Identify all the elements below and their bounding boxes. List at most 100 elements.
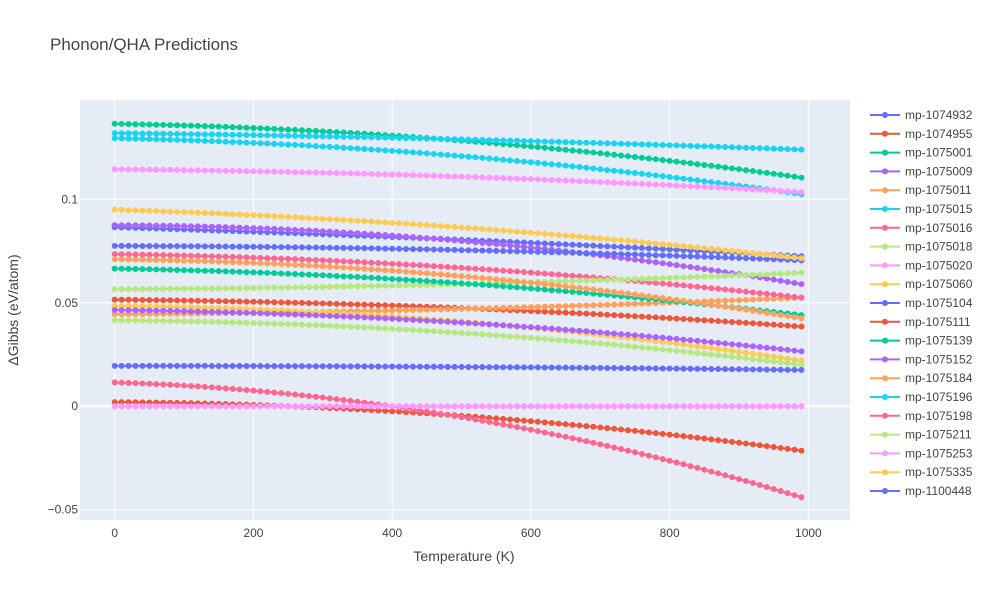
legend-item[interactable]: mp-1075196 bbox=[870, 390, 973, 404]
data-point bbox=[389, 267, 396, 274]
data-point bbox=[264, 212, 271, 219]
data-point bbox=[507, 277, 514, 284]
data-point bbox=[194, 308, 201, 315]
legend-item[interactable]: mp-1075015 bbox=[870, 202, 973, 216]
data-point bbox=[576, 327, 583, 334]
data-point bbox=[340, 258, 347, 265]
data-point bbox=[382, 302, 389, 309]
data-point bbox=[160, 362, 167, 369]
x-tick-label: 0 bbox=[111, 526, 118, 540]
data-point bbox=[403, 282, 410, 289]
data-point bbox=[479, 320, 486, 327]
data-point bbox=[250, 298, 257, 305]
data-point bbox=[742, 296, 749, 303]
legend-item[interactable]: mp-1075104 bbox=[870, 296, 973, 310]
data-point bbox=[562, 278, 569, 285]
legend-item[interactable]: mp-1075139 bbox=[870, 334, 973, 348]
data-point bbox=[278, 244, 285, 251]
data-point bbox=[409, 149, 416, 156]
data-point bbox=[611, 301, 618, 308]
data-point bbox=[278, 213, 285, 220]
data-point bbox=[437, 236, 444, 243]
data-point bbox=[472, 403, 479, 410]
legend-item[interactable]: mp-1075011 bbox=[870, 183, 972, 197]
data-point bbox=[354, 274, 361, 281]
data-point bbox=[756, 351, 763, 358]
legend-item[interactable]: mp-1074932 bbox=[870, 108, 973, 122]
legend-item[interactable]: mp-1075020 bbox=[870, 258, 973, 272]
data-point bbox=[333, 283, 340, 290]
data-point bbox=[701, 466, 708, 473]
legend-item[interactable]: mp-1075335 bbox=[870, 465, 973, 479]
legend-item[interactable]: mp-1075198 bbox=[870, 409, 973, 423]
data-point bbox=[645, 314, 652, 320]
legend-item[interactable]: mp-1075060 bbox=[870, 277, 973, 291]
data-point bbox=[396, 326, 403, 333]
data-point bbox=[729, 304, 736, 311]
legend-item[interactable]: mp-1075001 bbox=[870, 146, 973, 160]
data-point bbox=[777, 292, 784, 299]
data-point bbox=[160, 208, 167, 215]
data-point bbox=[749, 144, 756, 151]
data-point bbox=[181, 209, 188, 216]
data-point bbox=[597, 277, 604, 284]
data-point bbox=[208, 297, 215, 304]
data-point bbox=[777, 253, 784, 260]
data-point bbox=[423, 150, 430, 157]
data-point bbox=[465, 153, 472, 160]
data-point bbox=[451, 173, 458, 180]
data-point bbox=[354, 363, 361, 370]
legend-item[interactable]: mp-1100448 bbox=[870, 484, 972, 498]
data-point bbox=[680, 175, 687, 182]
data-point bbox=[631, 343, 638, 350]
data-point bbox=[562, 283, 569, 290]
data-point bbox=[146, 297, 153, 304]
data-point bbox=[416, 262, 423, 269]
data-point bbox=[611, 425, 618, 432]
legend-item[interactable]: mp-1075009 bbox=[870, 164, 973, 178]
legend-label: mp-1075018 bbox=[905, 240, 973, 254]
data-point bbox=[416, 234, 423, 241]
data-point bbox=[618, 426, 625, 433]
data-point bbox=[742, 355, 749, 362]
data-point bbox=[583, 285, 590, 292]
legend-item[interactable]: mp-1075184 bbox=[870, 371, 973, 385]
series-line bbox=[114, 226, 802, 258]
data-point bbox=[791, 356, 798, 363]
data-point bbox=[708, 403, 715, 410]
data-point bbox=[153, 222, 160, 229]
data-point bbox=[174, 403, 181, 410]
data-point bbox=[111, 362, 118, 369]
data-point bbox=[174, 318, 181, 325]
data-point bbox=[618, 152, 625, 159]
data-point bbox=[763, 256, 770, 263]
legend-item[interactable]: mp-1074955 bbox=[870, 127, 973, 141]
data-point bbox=[292, 261, 299, 268]
data-point bbox=[333, 264, 340, 271]
data-point bbox=[167, 166, 174, 173]
data-point bbox=[472, 330, 479, 337]
data-point bbox=[354, 265, 361, 272]
data-point bbox=[611, 341, 618, 348]
data-point bbox=[333, 403, 340, 410]
data-point bbox=[368, 134, 375, 141]
legend-marker bbox=[882, 149, 888, 156]
data-point bbox=[257, 243, 264, 250]
data-point bbox=[638, 245, 645, 251]
legend-item[interactable]: mp-1075152 bbox=[870, 352, 973, 366]
legend-item[interactable]: mp-1075016 bbox=[870, 221, 973, 235]
legend-item[interactable]: mp-1075111 bbox=[870, 315, 971, 329]
data-point bbox=[500, 276, 507, 283]
data-point bbox=[430, 278, 437, 285]
data-point bbox=[659, 141, 666, 148]
data-point bbox=[708, 267, 715, 274]
legend-item[interactable]: mp-1075211 bbox=[870, 428, 972, 442]
legend-item[interactable]: mp-1075253 bbox=[870, 446, 973, 460]
legend-label: mp-1075020 bbox=[905, 258, 973, 272]
data-point bbox=[125, 207, 132, 214]
data-point bbox=[333, 396, 340, 403]
data-point bbox=[437, 172, 444, 179]
data-point bbox=[312, 403, 319, 410]
data-point bbox=[604, 179, 611, 186]
legend-item[interactable]: mp-1075018 bbox=[870, 240, 973, 254]
